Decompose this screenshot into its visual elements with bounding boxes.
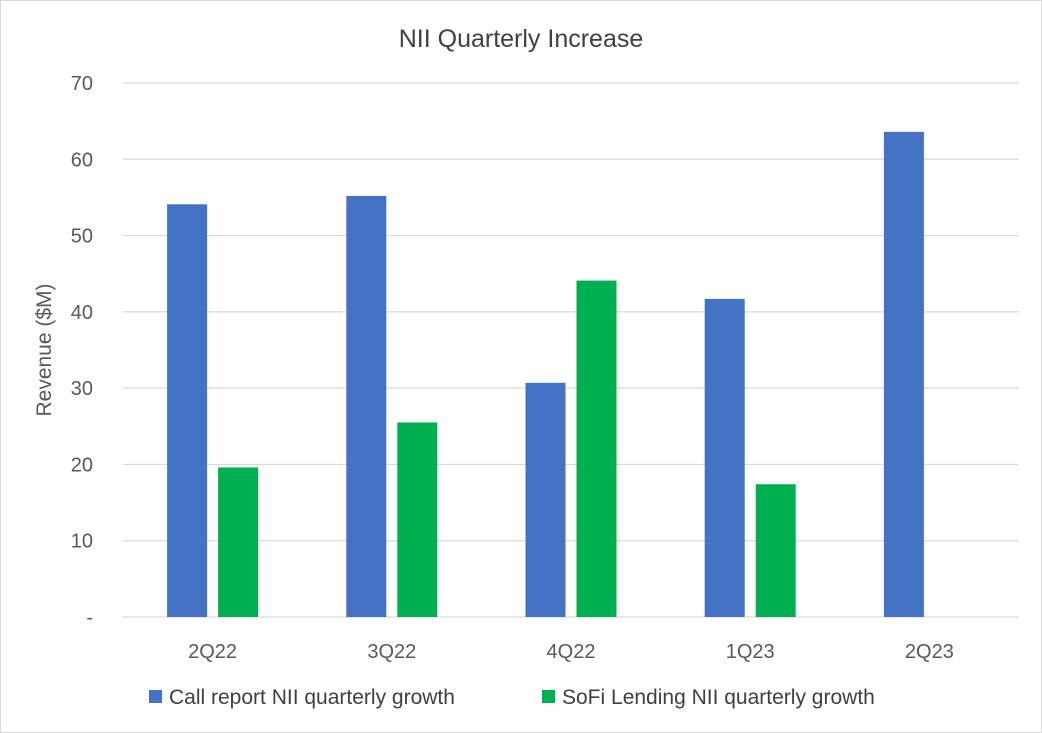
legend-swatch [542,690,555,703]
x-tick-label: 4Q22 [547,641,596,663]
gridlines [123,82,1019,618]
legend-label: SoFi Lending NII quarterly growth [562,686,875,709]
bar-sofi-lending-2q22 [218,467,259,617]
bar-call-report-4q22 [525,382,566,617]
y-tick-label: 60 [71,149,93,171]
legend-swatch [149,690,162,703]
chart-title: NII Quarterly Increase [399,25,644,53]
y-tick-label: 20 [71,454,93,476]
bars [167,131,924,617]
y-axis-ticks: - 10 20 30 40 50 60 70 [71,73,93,629]
y-tick-label: 50 [71,226,93,248]
bar-call-report-2q22 [167,204,208,617]
legend: Call report NII quarterly growth SoFi Len… [149,686,875,709]
y-tick-label: 70 [71,73,93,95]
y-tick-label: 40 [71,302,93,324]
bar-call-report-1q23 [704,298,745,617]
y-axis-label: Revenue ($M) [33,283,56,416]
x-tick-label: 2Q22 [188,641,237,663]
bar-sofi-lending-3q22 [397,422,438,617]
x-tick-label: 2Q23 [905,641,954,663]
bar-call-report-3q22 [346,195,387,617]
y-tick-label: 30 [71,378,93,400]
y-tick-label: - [86,607,93,629]
bar-sofi-lending-1q23 [755,484,796,617]
x-axis-ticks: 2Q22 3Q22 4Q22 1Q23 2Q23 [188,641,954,663]
x-tick-label: 3Q22 [367,641,416,663]
y-tick-label: 10 [71,531,93,553]
legend-label: Call report NII quarterly growth [169,686,455,709]
bar-call-report-2q23 [883,131,924,617]
bar-sofi-lending-4q22 [576,280,617,617]
x-tick-label: 1Q23 [726,641,775,663]
